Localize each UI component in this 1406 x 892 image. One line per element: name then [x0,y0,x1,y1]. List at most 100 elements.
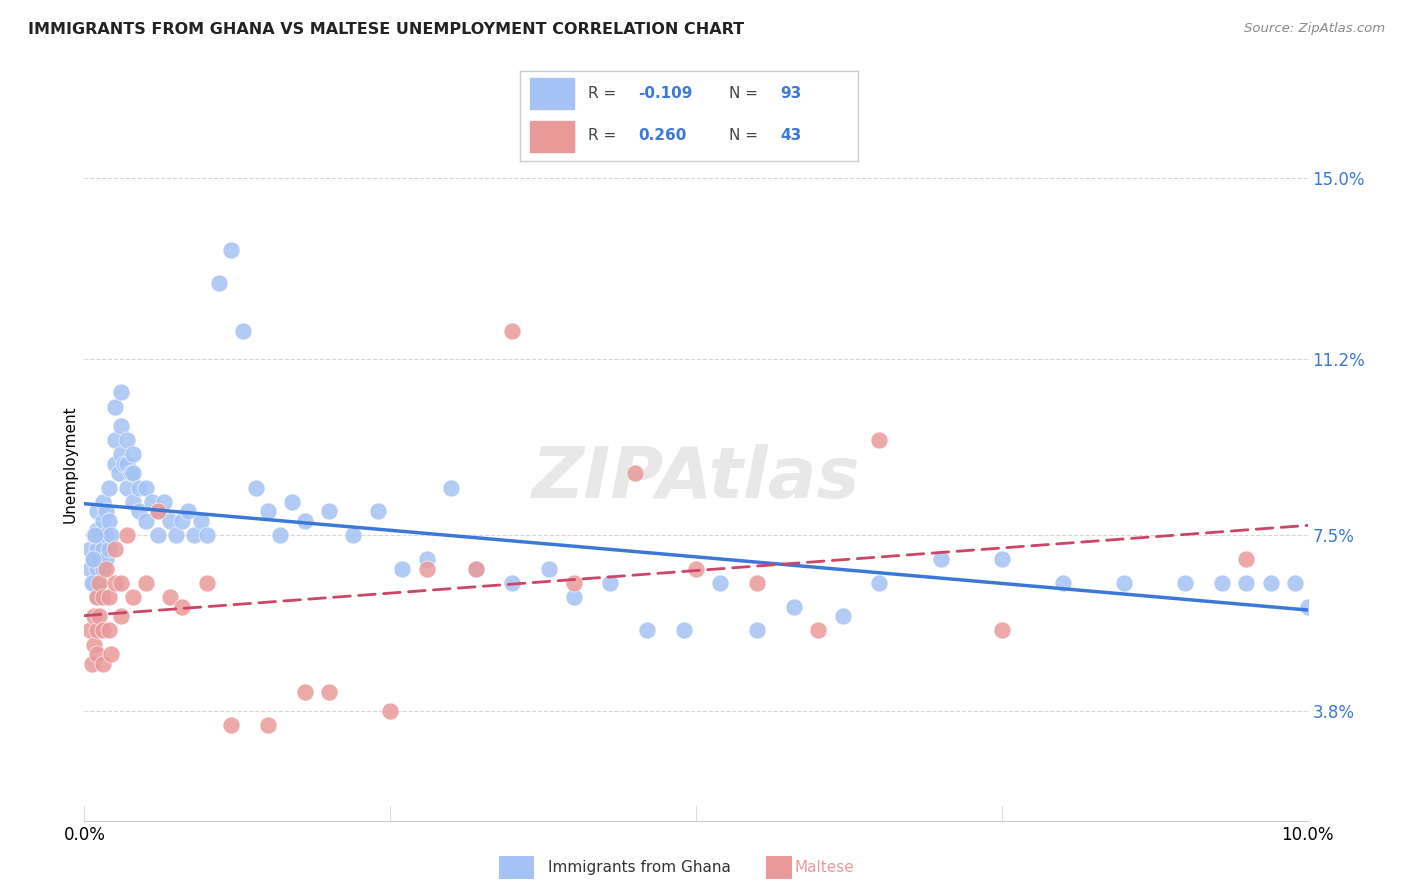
Point [367,504,389,518]
Point [91,542,114,557]
Text: N =: N = [730,128,763,143]
Text: -0.109: -0.109 [638,87,693,101]
Point [128,504,150,518]
Text: R =: R = [588,87,621,101]
Point [1234,552,1257,566]
Point [112,457,135,471]
Point [1234,575,1257,590]
Point [257,718,280,732]
Point [257,504,280,518]
Point [107,467,129,481]
Point [87,552,110,566]
Point [172,599,194,614]
Point [416,561,439,575]
Point [990,624,1012,638]
Point [110,609,132,624]
Point [562,575,585,590]
Point [110,385,132,400]
Point [122,495,145,509]
Point [869,575,891,590]
Point [990,552,1012,566]
Point [146,504,169,518]
Point [91,514,114,528]
Point [84,528,107,542]
Point [219,718,242,732]
Bar [530,78,574,109]
Point [87,575,110,590]
Point [83,528,105,542]
Text: ZIPAtlas: ZIPAtlas [531,443,860,513]
Point [219,243,242,257]
Point [501,324,523,338]
Point [104,400,127,414]
Point [83,552,105,566]
Point [135,575,157,590]
Point [91,495,114,509]
Point [97,624,120,638]
Point [391,561,413,575]
Point [115,481,138,495]
Point [135,514,157,528]
Point [110,418,132,433]
Point [91,561,114,575]
Bar [530,121,574,152]
Point [86,561,108,575]
Point [245,481,267,495]
Point [122,467,145,481]
Point [195,575,218,590]
Text: N =: N = [730,87,763,101]
Point [501,575,523,590]
Point [80,575,103,590]
Point [380,704,402,718]
Text: Source: ZipAtlas.com: Source: ZipAtlas.com [1244,22,1385,36]
Point [115,433,138,447]
Point [110,447,132,461]
Point [831,609,853,624]
Point [416,552,439,566]
Point [87,528,110,542]
Point [1284,575,1306,590]
Point [281,495,304,509]
Point [91,590,114,604]
Point [1114,575,1136,590]
Point [342,528,364,542]
Point [783,599,806,614]
Point [96,561,118,575]
Point [318,504,340,518]
Point [86,524,108,538]
Point [96,504,118,518]
Point [709,575,731,590]
Point [86,504,108,518]
Text: 43: 43 [780,128,801,143]
Point [159,514,181,528]
Text: Maltese: Maltese [794,860,853,874]
Point [1174,575,1197,590]
Point [104,433,127,447]
Point [208,276,231,290]
Point [87,609,110,624]
Point [1211,575,1233,590]
Point [159,590,181,604]
Point [97,514,120,528]
Point [135,481,157,495]
Point [97,590,120,604]
Point [110,575,132,590]
Point [86,590,108,604]
Point [86,647,108,661]
Point [869,433,891,447]
Point [79,624,101,638]
Point [1296,599,1319,614]
Point [294,514,316,528]
Point [1260,575,1282,590]
Point [538,561,561,575]
Point [745,575,768,590]
Point [146,528,169,542]
Point [153,495,176,509]
Point [115,528,138,542]
Point [177,504,200,518]
Point [91,657,114,671]
Point [685,561,707,575]
Point [183,528,205,542]
Point [104,457,127,471]
Point [141,495,163,509]
